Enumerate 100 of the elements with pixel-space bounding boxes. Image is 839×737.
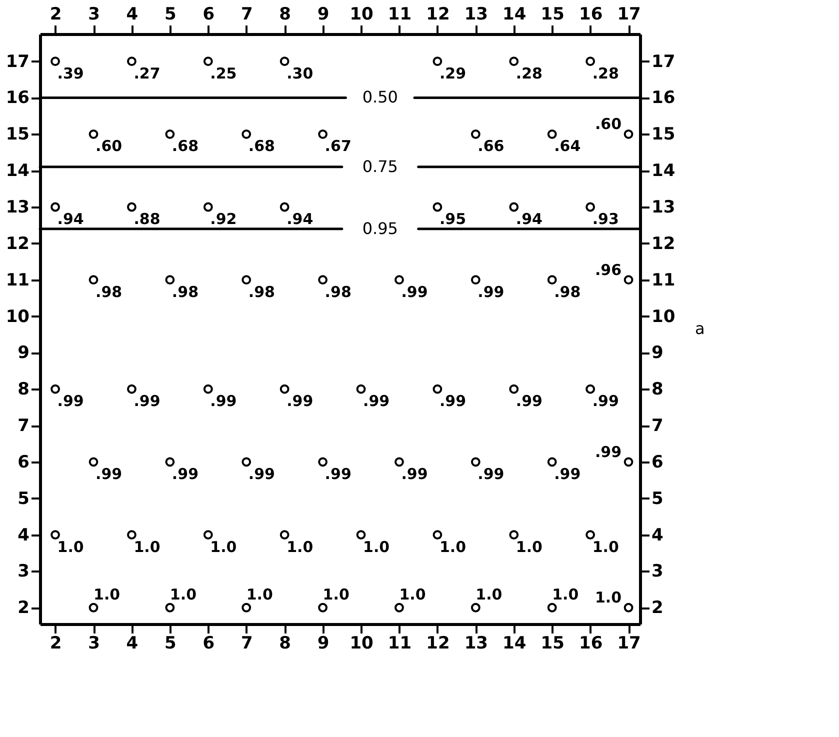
x-tick-label: 10 [350, 634, 374, 654]
annotation: .99 [324, 464, 352, 483]
annotation: .64 [554, 137, 581, 156]
y2-tick-label: 8 [652, 380, 664, 400]
annotation: .98 [248, 282, 275, 301]
annotation: .95 [439, 210, 466, 228]
y-tick-label: 15 [6, 124, 30, 145]
text: a [695, 319, 705, 338]
y2-tick-label: 10 [652, 306, 676, 327]
x-tick-label: 5 [164, 634, 176, 654]
annotation: .99 [478, 282, 504, 301]
y-tick-label: 6 [18, 452, 30, 472]
y-tick-label: 2 [18, 598, 30, 618]
x2-tick-label: 7 [240, 4, 253, 24]
annotation: .30 [286, 64, 314, 82]
y-tick-label: 7 [18, 416, 30, 436]
annotation: 1.0 [322, 586, 350, 604]
y2-tick-label: 4 [652, 525, 664, 546]
y-tick-label: 10 [6, 306, 30, 327]
y-tick-label: 17 [6, 52, 30, 72]
annotation: .98 [96, 282, 122, 301]
annotation: .99 [594, 442, 622, 461]
x-tick-label: 15 [540, 634, 564, 654]
x-tick-label: 3 [88, 634, 100, 654]
annotation: .99 [172, 464, 199, 483]
annotation: .99 [554, 464, 581, 483]
annotation: .99 [210, 392, 237, 410]
annotation: 1.0 [592, 538, 619, 556]
y-tick-label: 11 [6, 270, 30, 290]
y-tick-label: 12 [6, 234, 30, 254]
x-tick-label: 7 [240, 634, 253, 654]
x-tick-label: 14 [502, 634, 526, 654]
x-tick-label: 13 [464, 634, 488, 654]
y2-tick-label: 12 [652, 234, 676, 254]
annotation: .66 [478, 137, 504, 156]
annotation: 1.0 [134, 538, 160, 556]
y-tick-label: 8 [18, 380, 30, 400]
annotation: .99 [286, 392, 314, 410]
x2-tick-label: 2 [50, 4, 62, 24]
annotation: 1.0 [594, 588, 622, 607]
x-tick-label: 8 [279, 634, 292, 654]
annotation: .99 [401, 464, 428, 483]
y2-tick-label: 14 [652, 161, 676, 182]
x-tick-label: 6 [202, 634, 215, 654]
x-tick-label: 2 [50, 634, 62, 654]
x2-tick-label: 9 [317, 4, 330, 24]
x-tick-label: 11 [388, 634, 412, 654]
y2-tick-label: 7 [652, 416, 664, 436]
y-tick-label: 3 [18, 562, 30, 582]
y-tick-label: 13 [6, 197, 30, 218]
annotation: .93 [592, 210, 619, 228]
y2-tick-label: 9 [652, 343, 664, 364]
x2-tick-label: 6 [202, 4, 215, 24]
x2-tick-label: 4 [126, 4, 138, 24]
annotation: .28 [592, 64, 619, 82]
y2-tick-label: 15 [652, 124, 676, 145]
annotation: .99 [516, 392, 542, 410]
x2-tick-label: 3 [88, 4, 100, 24]
series-label: 0.50 [362, 88, 398, 107]
x2-tick-label: 13 [464, 4, 488, 24]
annotation: .94 [516, 210, 542, 228]
x2-tick-label: 10 [350, 4, 374, 24]
annotation: .99 [134, 392, 160, 410]
x2-tick-label: 5 [164, 4, 176, 24]
series-label: 0.75 [362, 156, 398, 176]
annotation: 1.0 [516, 538, 542, 556]
x2-tick-label: 14 [502, 4, 526, 24]
y-tick-label: 4 [18, 525, 30, 546]
y2-tick-label: 3 [652, 562, 664, 582]
annotation: 1.0 [286, 538, 314, 556]
annotation: 1.0 [552, 586, 579, 604]
series-label: 0.95 [362, 218, 398, 238]
x2-tick-label: 16 [578, 4, 603, 24]
annotation: .29 [439, 64, 466, 82]
annotation: .92 [210, 210, 237, 228]
annotation: .60 [594, 115, 622, 134]
annotation: 1.0 [399, 586, 426, 604]
y2-tick-label: 13 [652, 197, 676, 218]
annotation: .98 [324, 282, 352, 301]
annotation: .99 [57, 392, 84, 410]
annotation: 1.0 [246, 586, 273, 604]
x-tick-label: 17 [617, 634, 641, 654]
annotation: .99 [439, 392, 466, 410]
x2-tick-label: 8 [279, 4, 292, 24]
y2-tick-label: 5 [652, 488, 664, 509]
annotation: .88 [134, 210, 160, 228]
annotation: .67 [324, 137, 352, 156]
x2-tick-label: 12 [426, 4, 450, 24]
annotation: 1.0 [363, 538, 390, 556]
annotation: .68 [172, 137, 199, 156]
annotation: .99 [478, 464, 504, 483]
y-tick-label: 5 [18, 488, 30, 509]
annotation: .96 [594, 260, 622, 279]
annotation: .94 [57, 210, 84, 228]
annotation: .99 [592, 392, 619, 410]
annotation: .98 [172, 282, 199, 301]
annotation: .99 [248, 464, 275, 483]
y2-tick-label: 6 [652, 452, 664, 472]
annotation: 1.0 [210, 538, 237, 556]
annotation: .39 [57, 64, 84, 82]
